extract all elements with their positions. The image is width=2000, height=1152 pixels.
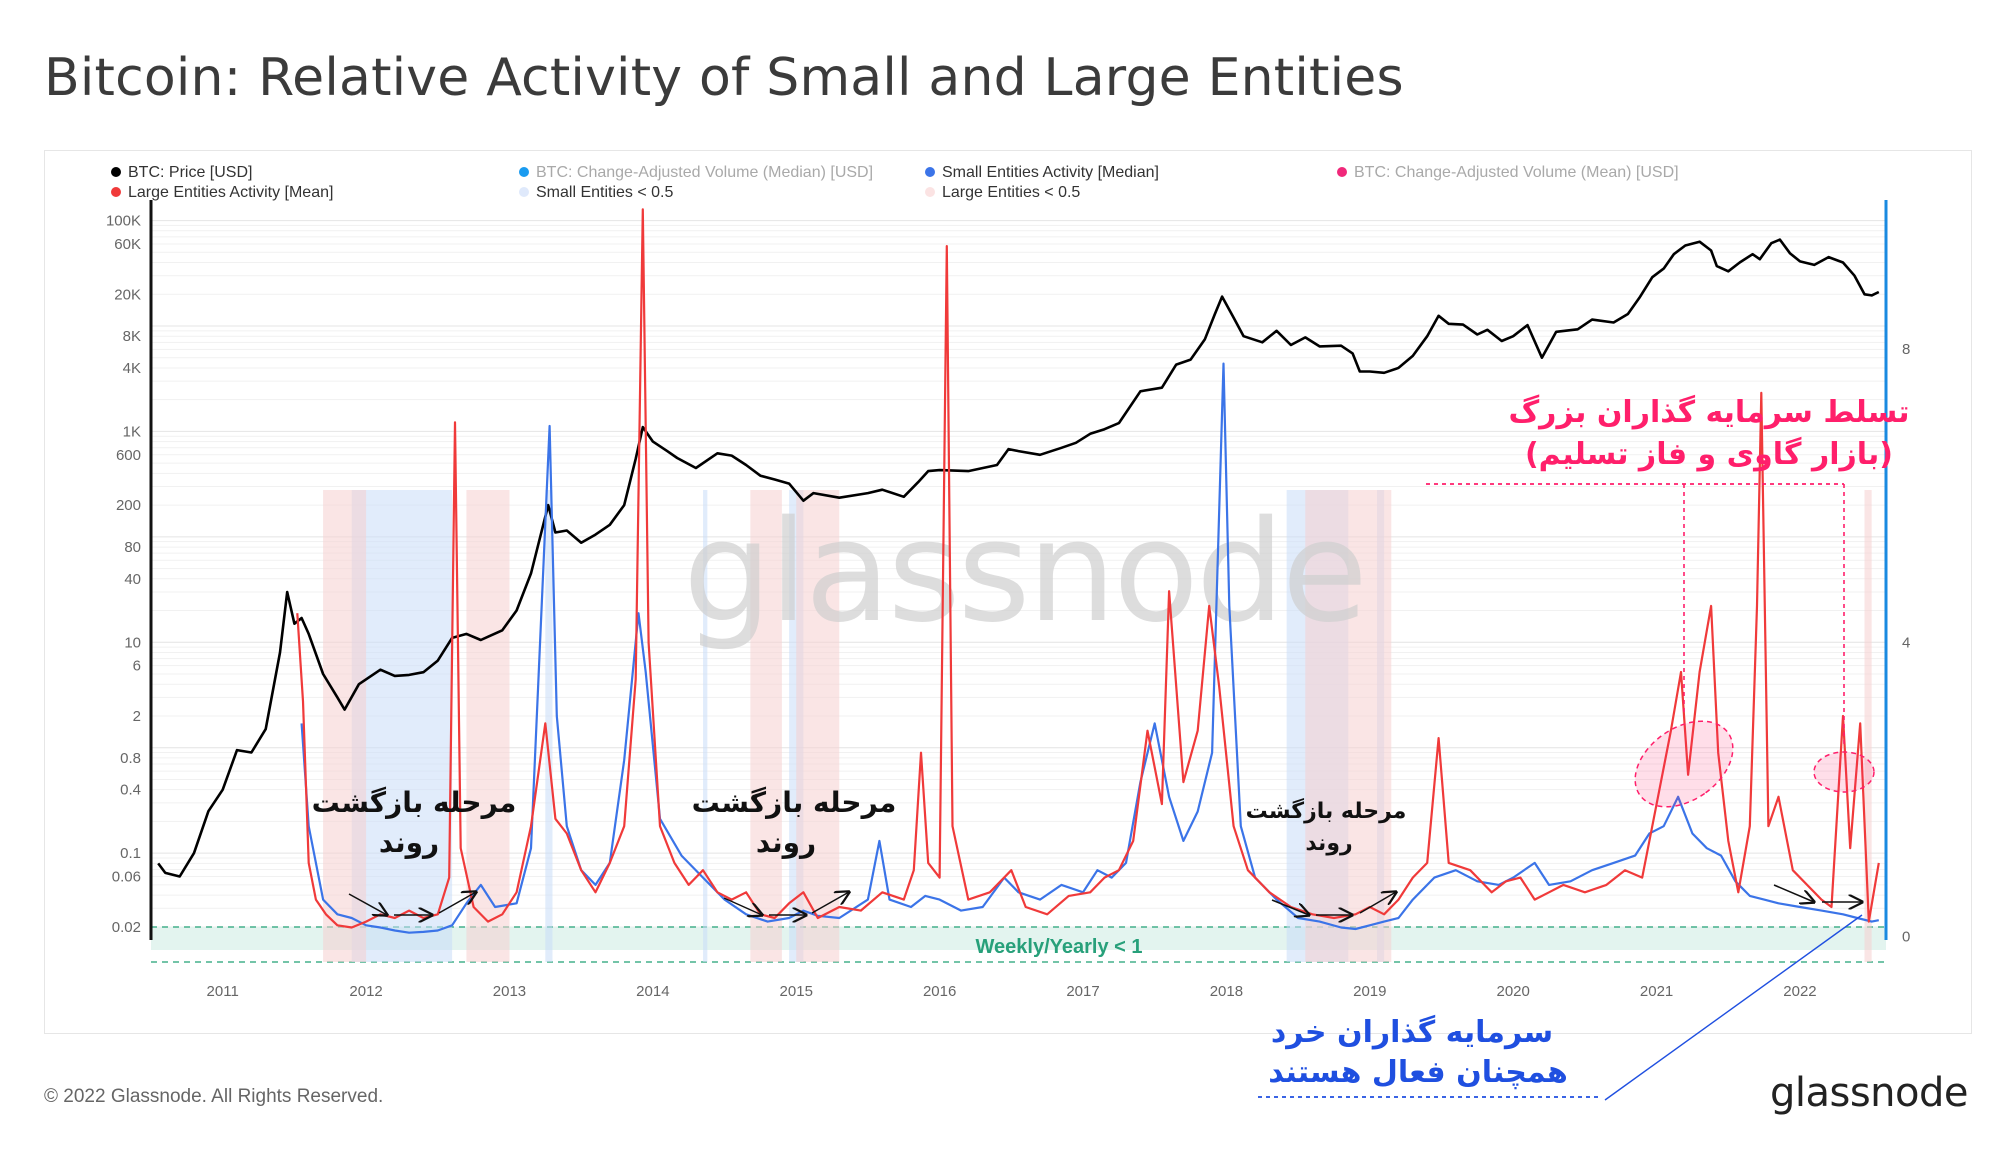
annotation-line: تسلط سرمایه گذاران بزرگ: [1508, 394, 1909, 430]
x-tick-label: 2022: [1783, 983, 1816, 1000]
y-right-tick-label: 8: [1902, 341, 1910, 358]
annotation-large-dominance: تسلط سرمایه گذاران بزرگ (بازار گاوی و فا…: [1426, 394, 1910, 808]
highlight-band: [750, 490, 782, 962]
annotation-line: مرحله بازگشت: [692, 786, 897, 819]
x-tick-label: 2011: [207, 983, 239, 1000]
arrow: [1359, 892, 1396, 914]
highlight-band: [545, 490, 553, 962]
brand-logo: glassnode: [1769, 1070, 1969, 1116]
left-axis-ticks: 100K 60K 20K 8K 4K 1K 600 200 80 40 10 6 2 0.8 0.4 0.1 0…: [106, 213, 141, 936]
threshold-band: [151, 927, 1886, 950]
legend-label[interactable]: Large Entities Activity [Mean]: [128, 184, 333, 201]
y-tick-label: 10: [124, 634, 141, 651]
annotation-arrows-2022: [1773, 884, 1862, 902]
annotation-line: سرمایه گذاران خرد: [1271, 1014, 1553, 1050]
legend-swatch: [519, 187, 529, 197]
legend-swatch: [111, 187, 121, 197]
legend-label[interactable]: Large Entities < 0.5: [942, 184, 1080, 201]
annotation-line: همچنان فعال هستند: [1268, 1055, 1568, 1090]
highlight-bands: [323, 490, 1872, 962]
legend-swatch: [925, 187, 935, 197]
y-tick-label: 1K: [123, 423, 141, 440]
threshold-label: Weekly/Yearly < 1: [976, 936, 1143, 958]
y-tick-label: 20K: [114, 286, 141, 303]
y-tick-label: 60K: [114, 236, 141, 253]
highlight-band: [323, 490, 367, 962]
x-tick-label: 2014: [636, 983, 669, 1000]
x-tick-label: 2018: [1210, 983, 1243, 1000]
arrow: [348, 893, 387, 915]
annotation-trend-return-2: مرحله بازگشت روند: [692, 786, 897, 915]
y-tick-label: 0.1: [120, 845, 141, 862]
y-tick-label: 4K: [123, 360, 141, 377]
x-axis-ticks: 2011 2012 2013 2014 2015 2016 2017 2018 2019 2020…: [207, 983, 1817, 1000]
highlight-ellipse: [1634, 720, 1734, 808]
annotation-line: روند: [379, 826, 439, 859]
annotation-line: مرحله بازگشت: [1246, 797, 1407, 824]
legend-label[interactable]: BTC: Price [USD]: [128, 164, 252, 181]
annotation-line: (بازار گاوی و فاز تسلیم): [1525, 436, 1893, 472]
highlight-band: [1864, 490, 1872, 962]
highlight-band: [703, 490, 708, 962]
watermark: glassnode: [683, 491, 1365, 654]
annotation-line: روند: [1305, 831, 1352, 856]
legend-label[interactable]: BTC: Change-Adjusted Volume (Mean) [USD]: [1354, 164, 1679, 181]
legend-label[interactable]: Small Entities Activity [Median]: [942, 164, 1159, 181]
legend-swatch: [925, 167, 935, 177]
chart: BTC: Price [USD] BTC: Change-Adjusted Vol…: [106, 164, 1910, 1000]
highlight-ellipse: [1813, 751, 1875, 793]
y-right-tick-label: 0: [1902, 928, 1910, 945]
page-title: Bitcoin: Relative Activity of Small and …: [44, 48, 1404, 108]
legend-label[interactable]: Small Entities < 0.5: [536, 184, 674, 201]
y-tick-label: 8K: [123, 328, 141, 345]
annotation-trend-return-1: مرحله بازگشت روند: [312, 786, 517, 915]
annotation-line: مرحله بازگشت: [312, 786, 517, 819]
legend-swatch: [1337, 167, 1347, 177]
y-tick-label: 0.8: [120, 750, 141, 767]
y-tick-label: 100K: [106, 213, 141, 230]
y-tick-label: 40: [124, 571, 141, 588]
arrow: [1271, 899, 1309, 915]
y-tick-label: 0.02: [112, 919, 141, 936]
y-tick-label: 200: [116, 497, 141, 514]
arrow: [1773, 884, 1814, 902]
x-tick-label: 2013: [493, 983, 526, 1000]
legend-swatch: [111, 167, 121, 177]
series-line: [300, 362, 1880, 934]
highlight-band: [796, 490, 840, 962]
series-line: [157, 238, 1880, 878]
annotation-trend-return-3: مرحله بازگشت روند: [1246, 797, 1407, 915]
highlight-band: [466, 490, 510, 962]
legend-label[interactable]: BTC: Change-Adjusted Volume (Median) [US…: [536, 164, 873, 181]
x-tick-label: 2012: [349, 983, 382, 1000]
arrow: [438, 892, 476, 914]
x-tick-label: 2015: [780, 983, 813, 1000]
legend-swatch: [519, 167, 529, 177]
y-tick-label: 6: [133, 658, 141, 675]
highlight-band: [1305, 490, 1392, 962]
x-tick-label: 2016: [923, 983, 956, 1000]
right-axis-ticks: 8 4 0: [1902, 341, 1910, 945]
y-right-tick-label: 4: [1902, 635, 1910, 652]
y-tick-label: 2: [133, 708, 141, 725]
pointer-line: [1604, 914, 1863, 1101]
annotation-line: روند: [756, 826, 816, 859]
x-tick-label: 2017: [1066, 983, 1099, 1000]
copyright: © 2022 Glassnode. All Rights Reserved.: [44, 1086, 384, 1107]
legend: BTC: Price [USD] BTC: Change-Adjusted Vol…: [111, 164, 1679, 201]
arrow: [723, 897, 762, 915]
y-tick-label: 0.4: [120, 782, 141, 799]
y-tick-label: 0.06: [112, 869, 141, 886]
arrow: [811, 892, 849, 914]
highlight-band: [351, 490, 453, 962]
annotation-retail-active-overlay: سرمایه گذاران خرد همچنان فعال هستند: [1258, 914, 1863, 1101]
x-tick-label: 2021: [1640, 983, 1673, 1000]
x-tick-label: 2020: [1497, 983, 1530, 1000]
y-tick-label: 80: [124, 539, 141, 556]
y-tick-label: 600: [116, 447, 141, 464]
x-tick-label: 2019: [1353, 983, 1386, 1000]
